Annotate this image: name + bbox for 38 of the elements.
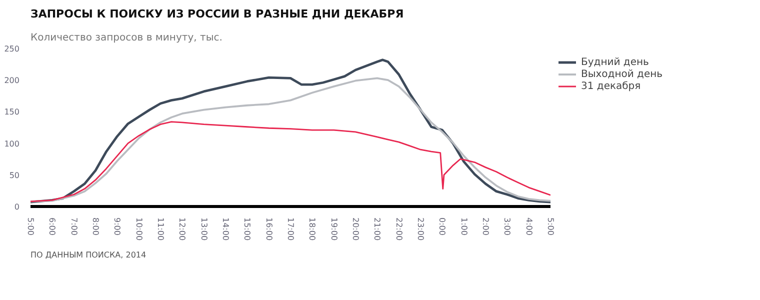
y-tick-label: 100 [4, 139, 20, 148]
x-tick-label: 4:00 [524, 218, 534, 236]
x-tick-label: 22:00 [394, 218, 404, 241]
x-tick-label: 12:00 [178, 218, 187, 241]
x-tick-label: 7:00 [69, 218, 78, 236]
line-series [30, 121, 550, 202]
x-tick-label: 13:00 [199, 218, 208, 241]
legend-label: 31 декабря [581, 80, 641, 92]
x-tick-label: 11:00 [156, 218, 165, 241]
text: ПО ДАННЫМ ПОИСКА, 2014 [30, 250, 146, 260]
chart-title: ЗАПРОСЫ К ПОИСКУ ИЗ РОССИИ В РАЗНЫЕ ДНИ ДЕКАБРЯ [30, 8, 404, 20]
chart-subtitle: Количество запросов в минуту, тыс. [30, 32, 222, 44]
x-tick-label: 18:00 [308, 218, 317, 241]
y-tick-label: 200 [4, 76, 20, 86]
x-tick-label: 3:00 [502, 218, 512, 236]
x-tick-label: 9:00 [112, 218, 122, 236]
x-tick-label: 1:00 [459, 218, 468, 236]
x-tick-label: 6:00 [48, 218, 57, 236]
x-tick-label: 8:00 [91, 218, 100, 236]
x-tick-label: 14:00 [221, 218, 230, 241]
legend-label: Будний день [581, 56, 649, 68]
y-tick-label: 150 [4, 108, 20, 117]
x-tick-label: 21:00 [372, 218, 382, 241]
y-tick-label: 0 [14, 202, 20, 212]
x-tick-label: 16:00 [264, 218, 274, 241]
x-tick-label: 19:00 [329, 218, 338, 241]
x-tick-label: 2:00 [481, 218, 490, 236]
legend-label: Выходной день [581, 68, 663, 80]
x-tick-label: 5:00 [26, 218, 35, 236]
x-tick-label: 23:00 [416, 218, 425, 241]
x-tick-label: 10:00 [134, 218, 144, 241]
x-tick-label: 20:00 [351, 218, 360, 241]
x-tick-label: 15:00 [242, 218, 252, 241]
y-tick-label: 250 [4, 44, 20, 54]
x-tick-label: 5:00 [546, 218, 555, 236]
y-tick-label: 50 [9, 170, 20, 180]
x-tick-label: 0:00 [438, 218, 447, 236]
x-tick-label: 17:00 [286, 218, 295, 241]
